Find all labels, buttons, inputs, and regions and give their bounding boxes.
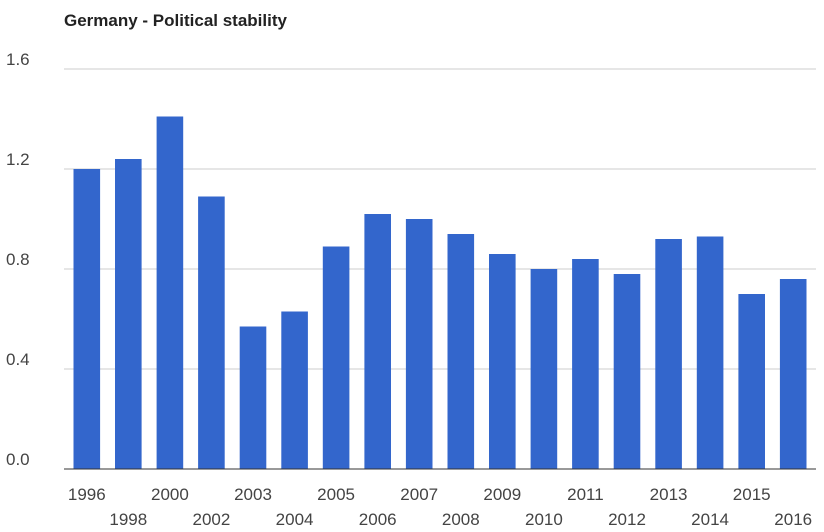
x-tick-label: 2006 (359, 510, 397, 529)
x-tick-label: 2003 (234, 485, 272, 504)
x-axis-tick-labels: 1996199820002002200320042005200620072008… (68, 485, 812, 529)
bar-2009 (489, 254, 516, 469)
bar-2003 (239, 326, 267, 469)
x-tick-label: 2000 (151, 485, 189, 504)
x-tick-label: 2010 (525, 510, 563, 529)
y-tick-label: 1.6 (6, 50, 30, 69)
x-tick-label: 2009 (483, 485, 521, 504)
x-tick-label: 2016 (774, 510, 812, 529)
bar-2014 (696, 236, 724, 469)
bars (73, 116, 807, 469)
x-tick-label: 1996 (68, 485, 106, 504)
bar-2013 (655, 239, 682, 469)
x-tick-label: 2015 (733, 485, 771, 504)
bar-2002 (198, 196, 225, 469)
x-tick-label: 2002 (192, 510, 230, 529)
y-axis-tick-labels: 0.0 0.4 0.8 1.2 1.6 (6, 50, 30, 469)
x-tick-label: 2014 (691, 510, 729, 529)
x-tick-label: 2007 (400, 485, 438, 504)
bar-2006 (364, 214, 391, 469)
bar-2016 (779, 279, 807, 469)
y-tick-label: 0.4 (6, 350, 30, 369)
x-tick-label: 2011 (567, 485, 604, 504)
bar-1996 (73, 169, 101, 469)
bar-2007 (405, 219, 433, 469)
y-tick-label: 0.0 (6, 450, 30, 469)
bar-2011 (572, 259, 599, 469)
gridlines (64, 68, 816, 370)
x-tick-label: 2012 (608, 510, 646, 529)
bar-2005 (322, 246, 350, 469)
bar-1998 (115, 159, 142, 469)
bar-2000 (156, 116, 184, 469)
x-tick-label: 2004 (276, 510, 314, 529)
y-tick-label: 0.8 (6, 250, 30, 269)
chart-title: Germany - Political stability (64, 11, 288, 30)
x-tick-label: 2005 (317, 485, 355, 504)
x-tick-label: 1998 (109, 510, 147, 529)
x-tick-label: 2013 (650, 485, 688, 504)
bar-2015 (738, 294, 765, 469)
x-tick-label: 2008 (442, 510, 480, 529)
bar-2004 (281, 311, 308, 469)
bar-2008 (447, 234, 475, 469)
bar-2010 (530, 269, 558, 469)
bar-2012 (613, 274, 641, 469)
y-tick-label: 1.2 (6, 150, 30, 169)
